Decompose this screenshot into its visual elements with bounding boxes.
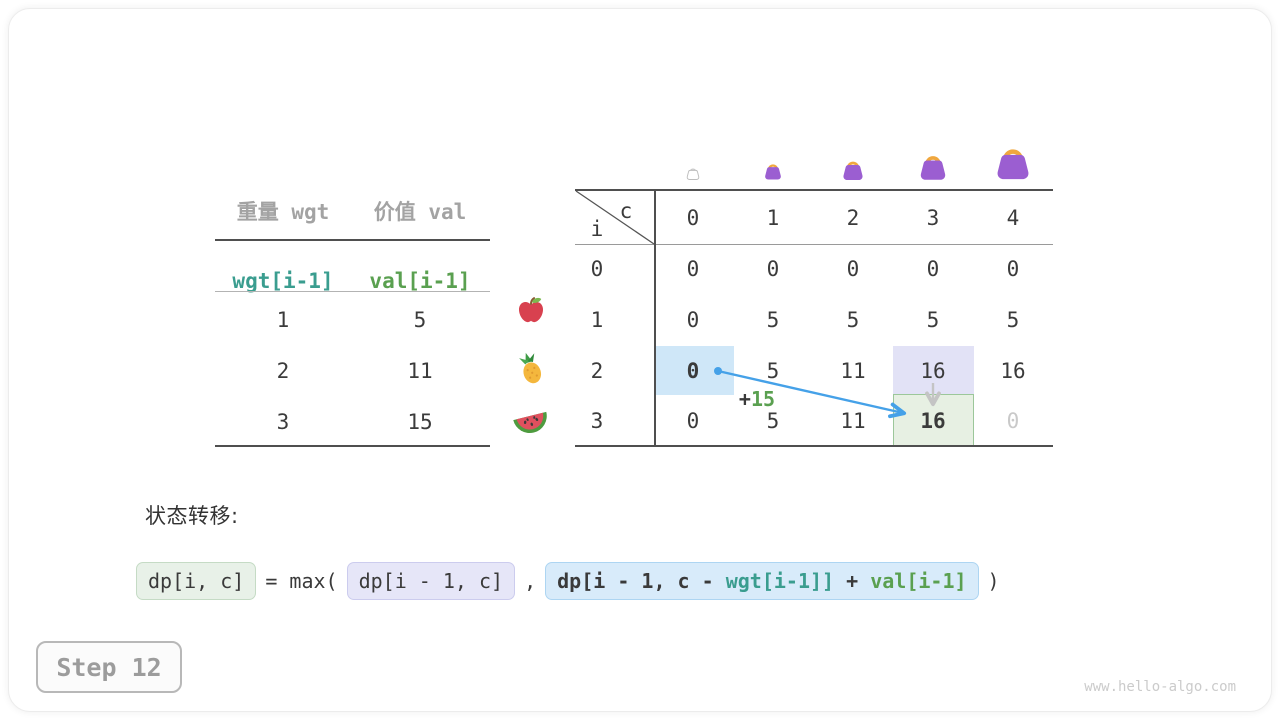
step-badge: Step 12 [36,641,182,693]
dp-row-header: 2 [590,359,604,383]
dp-table-rule-bottom [575,445,1053,447]
item-weight-cell: 1 [276,308,290,332]
plus-sign: + [738,387,751,411]
dp-col-header: 4 [1006,206,1020,230]
item-value-cell: 11 [407,359,433,383]
watermark: www.hello-algo.com [1084,679,1236,695]
formula-arg2-pill: dp[i - 1, c - wgt[i-1]] + val[i-1] [545,562,979,600]
dp-cell-compare: 16 [920,359,946,383]
dp-col-header: 3 [926,206,940,230]
dp-corner-col-var: c [619,199,633,223]
transition-add-annotation: +15 [739,387,775,411]
item-value-cell: 5 [413,308,427,332]
dp-row-header: 3 [590,409,604,433]
dp-cell: 5 [1006,308,1020,332]
dp-table-rule-top [575,189,1053,191]
dp-cell: 0 [846,257,860,281]
bag-capacity-1-icon [762,159,785,185]
items-table-rule-bottom [215,445,490,447]
items-col-header-value: 价值 val [373,200,467,224]
pineapple-icon [513,350,549,392]
item-weight-cell: 3 [276,410,290,434]
formula-close-paren: ) [987,569,1000,593]
dp-cell: 5 [766,359,780,383]
transition-formula: dp[i, c] = max( dp[i - 1, c] , dp[i - 1,… [136,560,1000,602]
dp-table-rule-vertical [654,189,656,447]
formula-arg1-pill: dp[i - 1, c] [346,562,516,600]
bag-capacity-2-icon [839,155,867,186]
dp-cell-source: 0 [686,359,700,383]
items-table-rule-mid [215,291,490,292]
bag-capacity-4-icon [990,139,1036,186]
dp-col-header: 1 [766,206,780,230]
watermelon-icon [510,402,550,440]
apple-icon [515,295,547,331]
dp-cell: 11 [840,359,866,383]
dp-cell-target: 16 [920,409,946,433]
arg2-val-part: val[i-1] [870,569,967,593]
figure-card [8,8,1272,712]
dp-cell: 0 [686,308,700,332]
dp-col-header: 2 [846,206,860,230]
formula-eq-max: = max( [265,569,338,593]
bag-capacity-3-icon [915,148,951,186]
dp-cell: 0 [686,409,700,433]
dp-cell: 5 [846,308,860,332]
dp-cell: 5 [926,308,940,332]
dp-cell: 0 [1006,257,1020,281]
dp-cell-pending: 0 [1006,409,1020,433]
dp-cell: 11 [840,409,866,433]
dp-row-header: 0 [590,257,604,281]
dp-cell: 0 [926,257,940,281]
dp-cell: 5 [766,409,780,433]
items-col-header-weight: 重量 wgt [236,200,330,224]
dp-cell: 16 [1000,359,1026,383]
dp-col-header: 0 [686,206,700,230]
added-value: 15 [750,387,776,411]
dp-cell: 0 [686,257,700,281]
transition-title: 状态转移: [145,504,239,528]
dp-cell: 5 [766,308,780,332]
formula-lhs-pill: dp[i, c] [136,562,257,600]
dp-corner-row-var: i [590,217,604,241]
formula-comma: , [524,569,537,593]
arg2-dp-part: dp[i - 1, c - [557,569,726,593]
items-table-rule-top [215,239,490,241]
arg2-wgt-part: wgt[i-1]] [725,569,835,593]
dp-cell: 0 [766,257,780,281]
dp-table-rule-header [575,244,1053,245]
item-value-cell: 15 [407,410,433,434]
arg2-plus: + [834,569,871,593]
items-index-header-wgt: wgt[i-1] [232,269,334,293]
step-label: Step 12 [56,652,162,682]
bag-capacity-0-icon [685,164,702,720]
dp-row-header: 1 [590,308,604,332]
item-weight-cell: 2 [276,359,290,383]
items-index-header-val: val[i-1] [369,269,471,293]
